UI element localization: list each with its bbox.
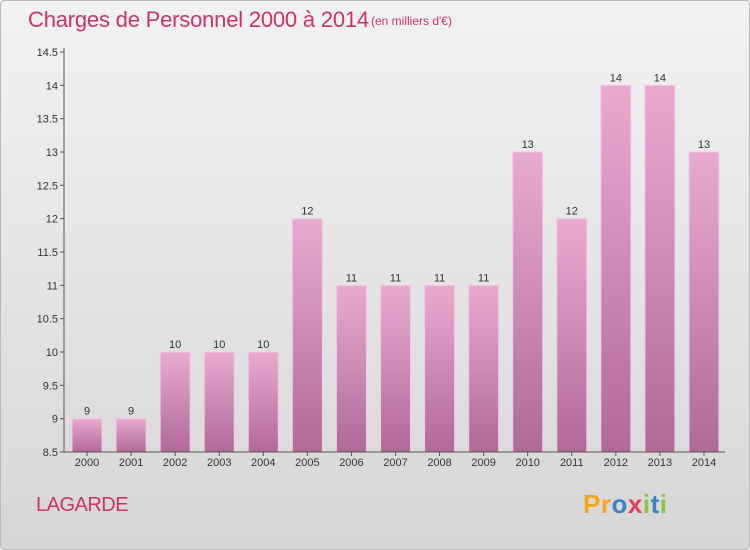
data-label-2001: 9: [128, 406, 134, 418]
y-tick-label: 14.5: [37, 47, 58, 59]
x-tick-label-2002: 2002: [163, 457, 187, 469]
y-tick-label: 9.5: [43, 380, 58, 392]
chart-subtitle: (en milliers d'€): [371, 14, 452, 28]
bar-2000: [71, 418, 103, 453]
x-tick-label-2000: 2000: [75, 457, 99, 469]
chart-title: Charges de Personnel 2000 à 2014: [28, 7, 369, 32]
x-tick-label-2014: 2014: [692, 457, 716, 469]
bar-2008: [424, 284, 456, 453]
axis-layer: [60, 48, 725, 456]
x-tick-label-2013: 2013: [648, 457, 672, 469]
y-tick-label: 13: [46, 147, 58, 159]
bar-2009: [468, 284, 500, 453]
data-label-2000: 9: [84, 406, 90, 418]
bar-2014: [688, 151, 720, 453]
y-tick-label: 11: [47, 280, 58, 292]
x-tick-label-2005: 2005: [295, 457, 319, 469]
y-tick-label: 8.5: [43, 447, 58, 459]
data-label-2012: 14: [610, 72, 622, 84]
logo-letter: t: [650, 489, 660, 519]
x-tick-label-2009: 2009: [471, 457, 495, 469]
x-tick-label-2012: 2012: [604, 457, 628, 469]
logo-letter: x: [627, 489, 643, 519]
y-tick-label: 12: [46, 214, 58, 226]
y-tick-label: 11.5: [37, 247, 58, 259]
logo-letter: o: [611, 489, 628, 519]
data-label-2008: 11: [434, 272, 445, 284]
y-tick-label: 10: [46, 347, 58, 359]
data-label-2010: 13: [522, 139, 534, 151]
x-tick-label-2006: 2006: [339, 457, 363, 469]
data-label-2007: 11: [390, 272, 401, 284]
x-tick-label-2007: 2007: [383, 457, 407, 469]
logo-letter: i: [642, 489, 651, 519]
x-tick-label-2011: 2011: [560, 457, 584, 469]
data-label-2003: 10: [213, 339, 225, 351]
bar-2010: [512, 151, 544, 453]
y-tick-label: 12.5: [37, 180, 58, 192]
data-label-2009: 11: [478, 272, 489, 284]
logo-letter: P: [583, 489, 601, 519]
y-tick-label: 10.5: [37, 314, 58, 326]
logo-letter: r: [600, 489, 612, 519]
bar-2001: [115, 418, 147, 453]
x-tick-label-2003: 2003: [207, 457, 231, 469]
x-tick-label-2001: 2001: [119, 457, 143, 469]
bar-2013: [644, 84, 676, 453]
data-label-2005: 12: [301, 206, 313, 218]
data-label-2011: 12: [566, 206, 578, 218]
data-label-2013: 14: [654, 72, 666, 84]
bar-2005: [291, 218, 323, 453]
logo-letter: i: [659, 489, 668, 519]
bar-2006: [335, 284, 367, 453]
bar-2012: [600, 84, 632, 453]
data-label-2004: 10: [257, 339, 269, 351]
x-tick-label-2010: 2010: [515, 457, 539, 469]
y-tick-label: 13.5: [37, 114, 58, 126]
data-label-2002: 10: [169, 339, 181, 351]
labels-layer: 9 2000 9 2001 10 2002 10 2003 10 2004 12 2005 11 2006…: [37, 47, 717, 469]
data-label-2014: 13: [698, 139, 710, 151]
bar-2002: [159, 351, 191, 453]
data-label-2006: 11: [346, 272, 357, 284]
x-tick-label-2004: 2004: [251, 457, 275, 469]
city-label: LAGARDE: [36, 494, 129, 516]
y-tick-label: 9: [52, 414, 58, 426]
bar-2007: [380, 284, 411, 453]
bars-layer: [71, 84, 720, 453]
bar-2003: [203, 351, 235, 453]
bar-2011: [556, 218, 588, 453]
y-tick-label: 14: [46, 80, 58, 92]
proxiti-logo[interactable]: Proxiti: [583, 489, 667, 520]
bar-2004: [247, 351, 279, 453]
x-tick-label-2008: 2008: [427, 457, 451, 469]
